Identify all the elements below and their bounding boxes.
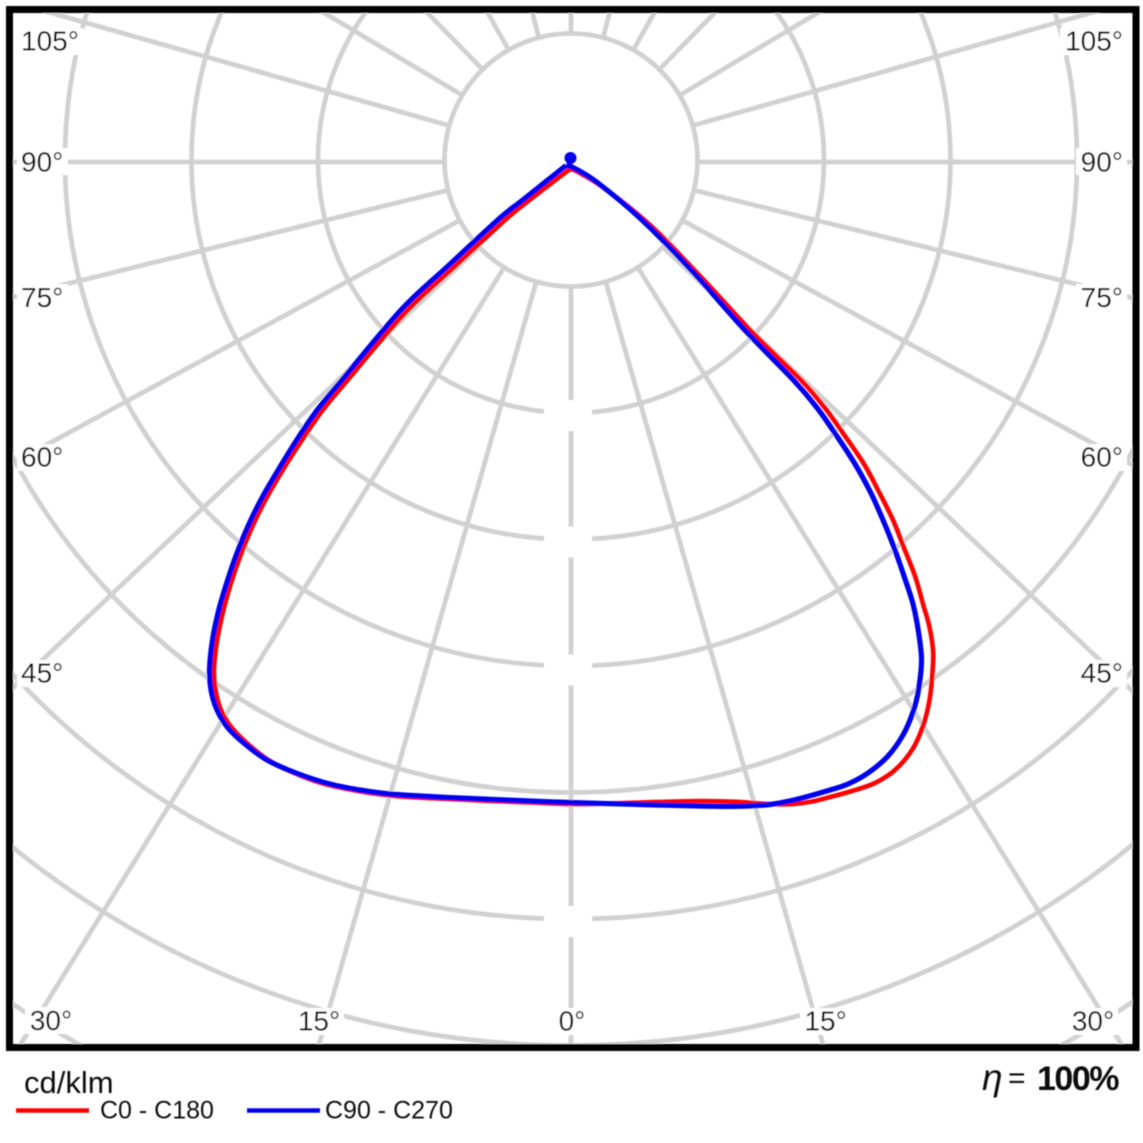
svg-text:cd/klm: cd/klm <box>24 1065 114 1100</box>
svg-text:105°: 105° <box>21 26 79 57</box>
svg-text:105°: 105° <box>1065 26 1123 57</box>
svg-text:60°: 60° <box>1081 442 1123 473</box>
svg-text:60°: 60° <box>21 442 63 473</box>
svg-text:100%: 100% <box>1037 1060 1119 1098</box>
svg-text:45°: 45° <box>21 658 63 689</box>
svg-text:0°: 0° <box>559 1006 586 1037</box>
svg-text:15°: 15° <box>804 1006 846 1037</box>
svg-text:75°: 75° <box>21 282 63 313</box>
svg-text:15°: 15° <box>298 1006 340 1037</box>
svg-text:90°: 90° <box>1081 147 1123 178</box>
svg-text:C90 - C270: C90 - C270 <box>325 1097 453 1125</box>
svg-text:90°: 90° <box>21 147 63 178</box>
svg-text:30°: 30° <box>1072 1006 1114 1037</box>
svg-text:=: = <box>1008 1062 1026 1095</box>
svg-text:30°: 30° <box>30 1005 72 1036</box>
svg-text:C0 - C180: C0 - C180 <box>100 1097 214 1125</box>
svg-text:45°: 45° <box>1081 658 1123 689</box>
svg-text:η: η <box>982 1057 1003 1098</box>
svg-text:75°: 75° <box>1081 282 1123 313</box>
